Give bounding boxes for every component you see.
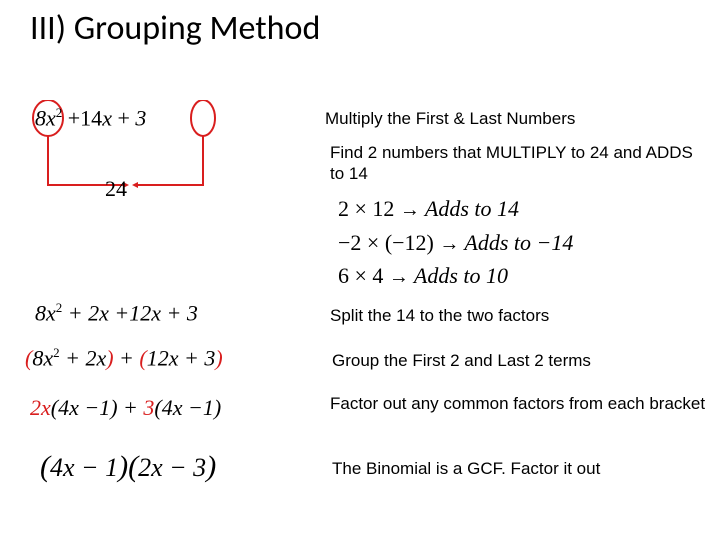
const-3: 3	[135, 105, 146, 130]
expr-split: 8x2 + 2x +12x + 3	[35, 300, 198, 326]
step-5-text: Factor out any common factors from each …	[330, 393, 710, 414]
coeff-8: 8	[35, 105, 46, 130]
step-6-text: The Binomial is a GCF. Factor it out	[332, 458, 712, 479]
step-2-text: Find 2 numbers that MULTIPLY to 24 and A…	[330, 142, 710, 185]
product-24: 24	[105, 176, 127, 202]
step-3-text: Split the 14 to the two factors	[330, 305, 710, 326]
page-title: III) Grouping Method	[30, 8, 320, 49]
pair-2: −2 × (−12) → Adds to −14	[338, 230, 573, 256]
pair-1: 2 × 12 → Adds to 14	[338, 196, 519, 222]
step-1-text: Multiply the First & Last Numbers	[325, 108, 705, 129]
step-4-text: Group the First 2 and Last 2 terms	[332, 350, 712, 371]
expr-final: (4x − 1)(2x − 3)	[40, 450, 216, 484]
expr-factored: 2x(4x −1) + 3(4x −1)	[30, 395, 221, 421]
pair-3: 6 × 4 → Adds to 10	[338, 263, 508, 289]
expr-grouped: (8x2 + 2x) + (12x + 3)	[25, 345, 223, 371]
expr-original: 8x2 +14x + 3	[35, 105, 146, 131]
